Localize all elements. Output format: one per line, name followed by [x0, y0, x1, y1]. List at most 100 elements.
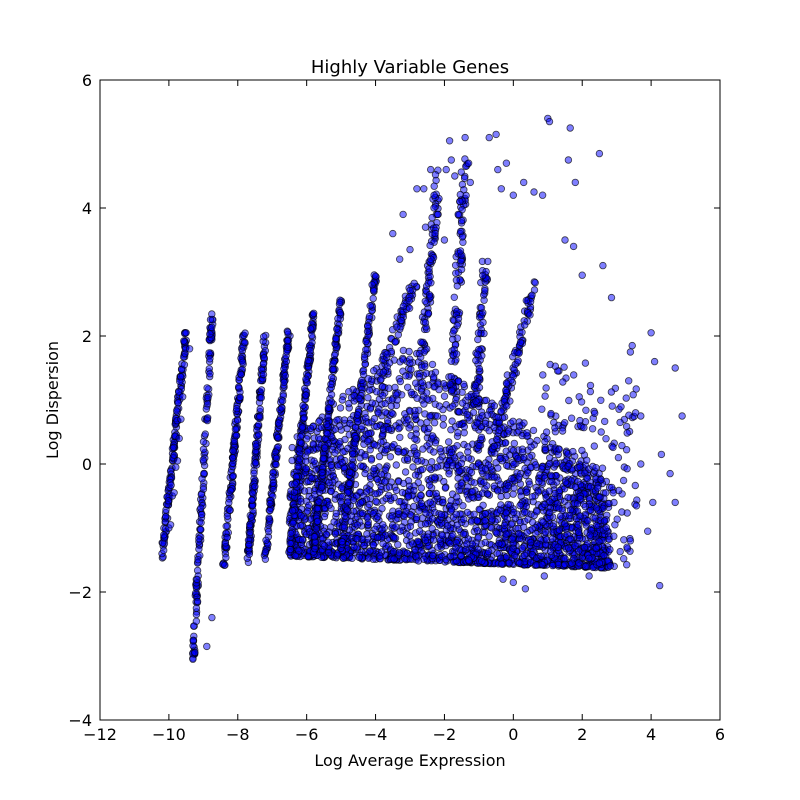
- data-point: [541, 392, 549, 400]
- data-point: [497, 407, 505, 415]
- data-point: [625, 411, 633, 419]
- data-point: [509, 490, 517, 498]
- data-point: [457, 216, 466, 225]
- data-point: [314, 517, 322, 525]
- data-point: [529, 426, 538, 435]
- data-point: [320, 542, 329, 550]
- data-point: [524, 469, 532, 477]
- data-point: [597, 396, 605, 404]
- data-point: [542, 428, 551, 436]
- data-point: [623, 543, 631, 551]
- data-point: [257, 386, 266, 394]
- data-point: [555, 445, 563, 453]
- data-point: [456, 247, 465, 255]
- data-point: [310, 457, 318, 465]
- data-point: [576, 416, 584, 425]
- data-point: [443, 522, 452, 530]
- axis-ticks: [99, 79, 721, 721]
- data-point: [585, 572, 593, 580]
- data-point: [522, 296, 530, 305]
- data-point: [197, 490, 205, 499]
- data-point: [420, 555, 428, 563]
- data-point: [406, 286, 414, 295]
- data-point: [480, 478, 488, 487]
- data-point: [208, 323, 216, 331]
- data-point: [594, 484, 602, 492]
- data-point: [511, 551, 519, 560]
- data-point: [510, 460, 518, 468]
- data-point: [245, 550, 253, 558]
- data-point: [671, 364, 679, 372]
- data-point: [464, 393, 472, 401]
- data-point: [385, 483, 394, 491]
- data-point: [433, 210, 442, 219]
- data-point: [422, 509, 430, 517]
- data-point: [360, 541, 368, 550]
- data-point: [222, 522, 230, 530]
- data-point: [177, 415, 185, 423]
- data-point: [454, 377, 463, 385]
- data-point: [280, 365, 288, 373]
- data-point: [167, 481, 175, 489]
- data-point: [329, 359, 337, 367]
- data-point: [569, 447, 577, 456]
- data-point: [632, 385, 640, 393]
- data-point: [459, 530, 468, 538]
- data-point: [448, 417, 456, 425]
- data-point: [369, 294, 377, 303]
- data-point: [199, 438, 208, 446]
- data-point: [598, 464, 607, 472]
- y-axis-label: Log Dispersion: [43, 341, 62, 459]
- data-point: [458, 399, 467, 407]
- data-point: [606, 562, 614, 570]
- data-point: [420, 185, 428, 193]
- data-point: [650, 357, 659, 366]
- data-point: [332, 334, 340, 343]
- data-point: [269, 485, 277, 494]
- data-point: [595, 559, 604, 567]
- data-point: [399, 479, 408, 488]
- data-point: [222, 553, 230, 562]
- data-point: [232, 432, 241, 440]
- data-point: [197, 525, 205, 534]
- data-point: [522, 488, 531, 497]
- data-point: [327, 461, 335, 470]
- data-point: [223, 533, 231, 542]
- data-point: [484, 257, 492, 266]
- data-point: [373, 475, 382, 483]
- data-point: [297, 439, 306, 447]
- data-point: [392, 486, 401, 495]
- data-point: [173, 457, 182, 465]
- data-point: [274, 419, 283, 427]
- data-point: [237, 370, 245, 379]
- data-point: [466, 178, 474, 187]
- data-point: [363, 327, 372, 336]
- data-point: [303, 507, 312, 515]
- data-point: [385, 491, 393, 500]
- data-point: [396, 433, 404, 442]
- data-point: [666, 469, 674, 478]
- data-point: [411, 546, 419, 554]
- data-point: [527, 463, 535, 471]
- data-point: [509, 191, 517, 199]
- data-point: [345, 479, 353, 488]
- data-point: [514, 454, 522, 463]
- data-point: [349, 450, 357, 458]
- data-point: [565, 396, 573, 405]
- data-point: [498, 560, 506, 568]
- data-point: [436, 456, 444, 464]
- data-point: [528, 493, 537, 501]
- data-point: [254, 421, 263, 429]
- data-point: [417, 484, 425, 492]
- data-point: [388, 512, 396, 520]
- data-point: [430, 419, 439, 427]
- data-point: [421, 297, 429, 305]
- data-point: [452, 544, 460, 552]
- data-point: [330, 518, 338, 526]
- data-point: [422, 369, 431, 378]
- data-point: [564, 156, 573, 164]
- data-point: [504, 481, 512, 490]
- data-point: [385, 384, 393, 392]
- data-point: [296, 433, 305, 441]
